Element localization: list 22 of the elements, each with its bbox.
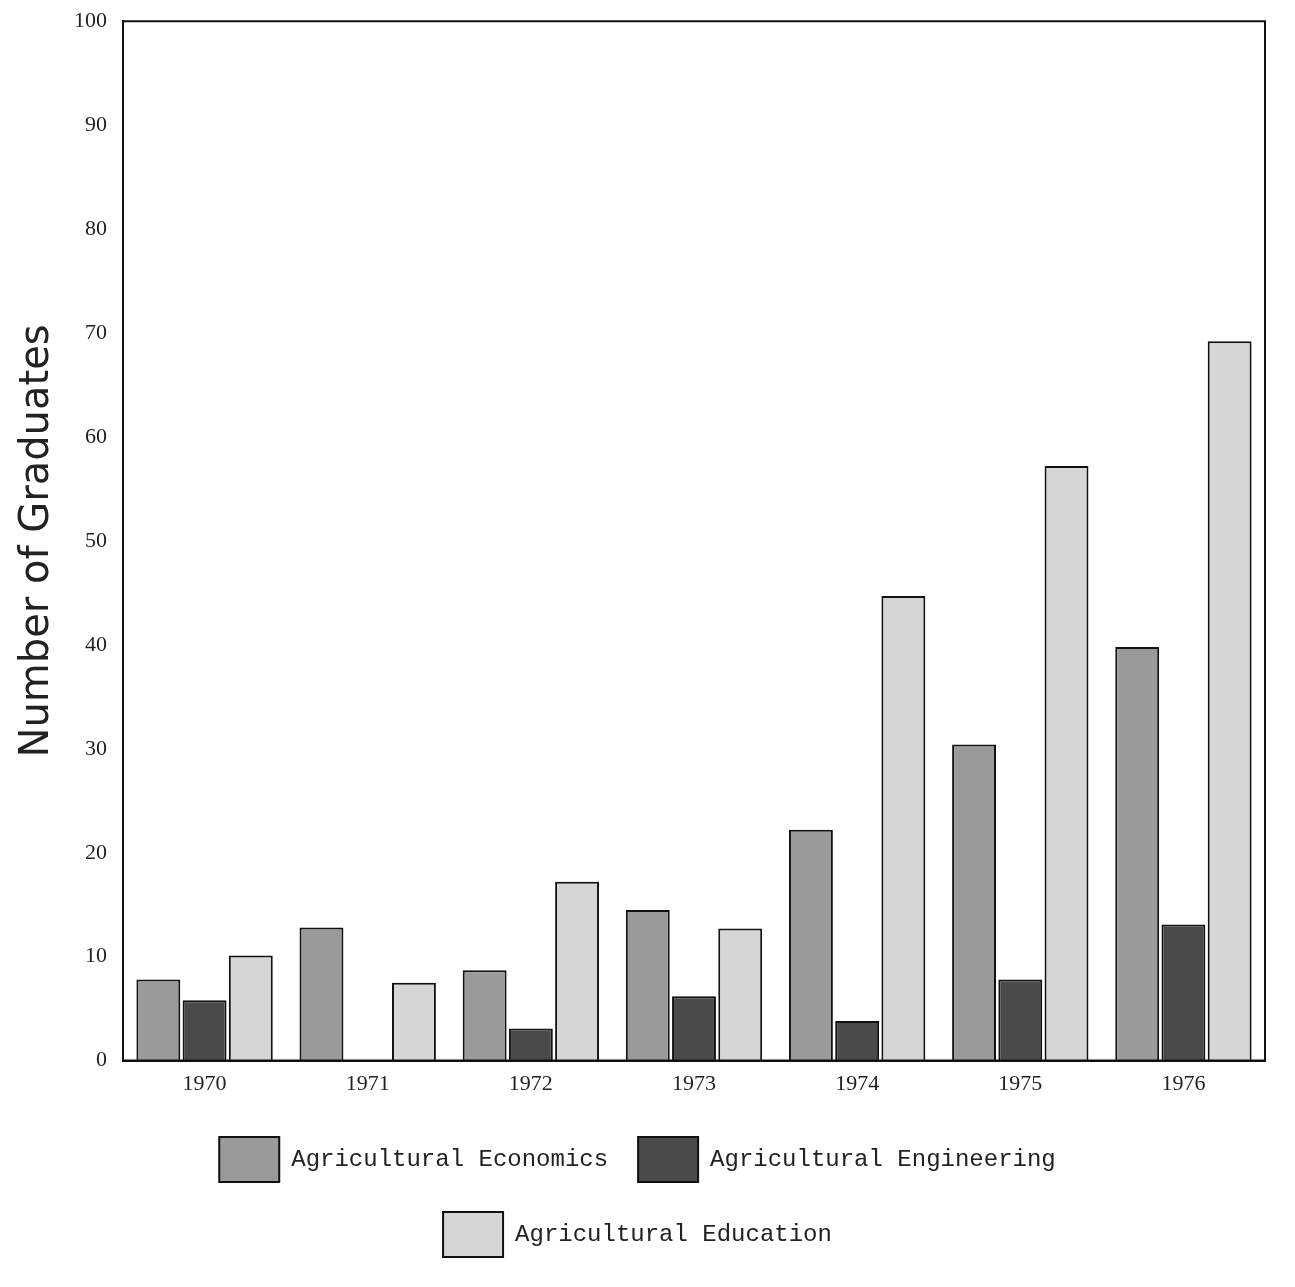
y-tick-label: 20 <box>85 838 107 864</box>
x-tick-label: 1974 <box>835 1069 880 1095</box>
x-tick-label: 1976 <box>1161 1069 1206 1095</box>
y-tick-label: 50 <box>85 526 107 552</box>
y-tick-label: 90 <box>85 110 107 136</box>
y-tick-label: 30 <box>85 734 107 760</box>
legend-label: Agricultural Economics <box>291 1145 609 1173</box>
x-tick-label: 1970 <box>182 1069 227 1095</box>
x-tick-label: 1975 <box>998 1069 1043 1095</box>
legend-label: Agricultural Education <box>515 1220 832 1248</box>
y-tick-label: 100 <box>74 6 107 32</box>
x-tick-label: 1973 <box>672 1069 716 1095</box>
legend-label: Agricultural Engineering <box>710 1145 1056 1173</box>
y-tick-label: 10 <box>85 942 107 968</box>
y-tick-label: 40 <box>85 630 107 656</box>
y-tick-label: 0 <box>96 1046 107 1072</box>
x-tick-label: 1972 <box>508 1069 553 1095</box>
y-tick-label: 60 <box>85 422 107 448</box>
y-tick-label: 70 <box>85 318 107 344</box>
x-tick-label: 1971 <box>345 1069 390 1095</box>
y-tick-label: 80 <box>85 214 107 240</box>
y-axis-title: Number of Graduates <box>11 324 58 758</box>
